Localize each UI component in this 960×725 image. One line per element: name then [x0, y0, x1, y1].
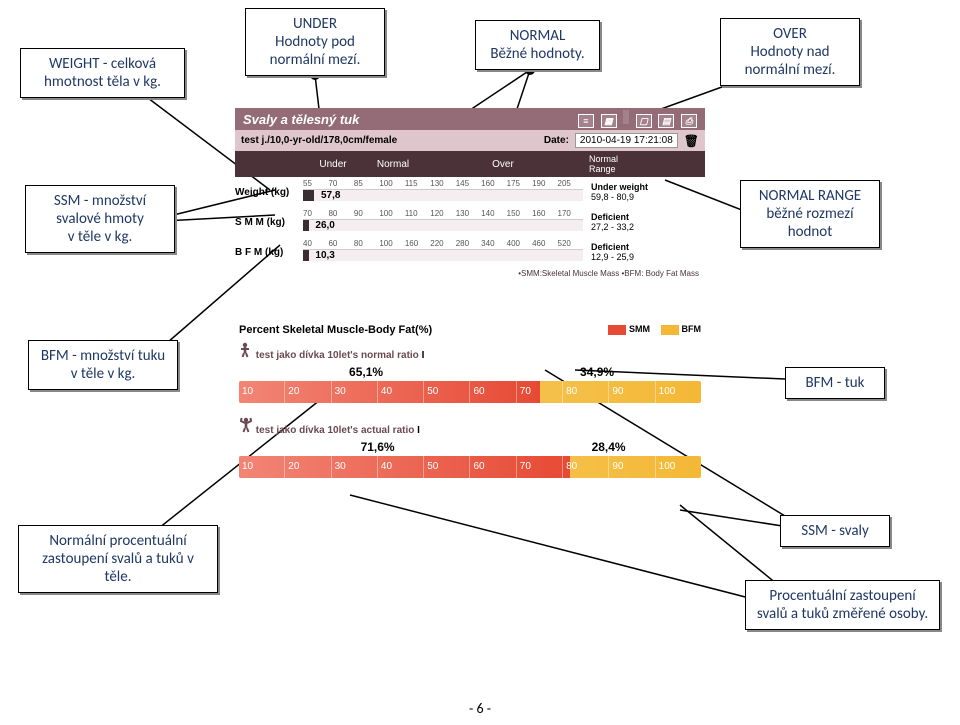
zone-normal: Normal — [363, 156, 423, 173]
pct-actual-label: test jako dívka 10let's actual ratio — [256, 425, 415, 436]
row-smm-range: 27,2 - 33,2 — [591, 222, 634, 232]
page-number: - 6 - — [0, 700, 960, 717]
pct-title: Percent Skeletal Muscle-Body Fat(%) SMM … — [235, 318, 705, 338]
footnote: •SMM:Skeletal Muscle Mass •BFM: Body Fat… — [235, 267, 705, 280]
row-weight-value: 57,8 — [317, 190, 340, 201]
callout-normal-range: NORMAL RANGE běžné rozmezí hodnot — [740, 180, 880, 248]
toolbar-icons: ≡ ▦ ▢ ▤ ⎙ — [575, 110, 697, 128]
table-icon[interactable]: ▤ — [658, 114, 674, 128]
print-icon[interactable]: ⎙ — [681, 114, 697, 128]
pct-actual-smm: 71,6% — [239, 440, 516, 454]
pct-normal-bar: 102030405060708090100 — [239, 381, 701, 403]
row-weight-range: 59,8 - 80,9 — [591, 192, 634, 202]
grid-icon[interactable]: ▦ — [601, 114, 617, 128]
pct-actual-block: test jako dívka 10let's actual ratio I 7… — [235, 413, 705, 488]
row-weight-status: Under weight — [591, 182, 703, 192]
date-label: Date: — [544, 135, 569, 146]
pct-normal-block: test jako dívka 10let's normal ratio I 6… — [235, 338, 705, 413]
row-bfm-label: B F M (kg) — [235, 239, 303, 258]
row-bfm-range: 12,9 - 25,9 — [591, 252, 634, 262]
callout-bfm-tuk: BFM - tuk — [785, 367, 885, 399]
callout-normal: NORMAL Běžné hodnoty. — [475, 20, 600, 70]
result-panel: Svaly a tělesný tuk ≡ ▦ ▢ ▤ ⎙ test j./10… — [235, 108, 705, 280]
subject-info: test j./10,0-yr-old/178,0cm/female — [241, 135, 397, 146]
row-bfm-value: 10,3 — [311, 250, 334, 261]
callout-ssm-svaly: SSM - svaly — [780, 515, 890, 547]
view-icon[interactable]: ≡ — [578, 114, 594, 128]
callout-actual-pct: Procentuální zastoupení svalů a tuků změ… — [745, 580, 940, 630]
callout-under: UNDER Hodnoty pod normální mezí. — [245, 8, 385, 76]
person-icon — [239, 342, 253, 361]
row-smm-label: S M M (kg) — [235, 209, 303, 228]
panel-title: Svaly a tělesný tuk — [243, 112, 359, 127]
row-weight: Weight (kg) 5570851001151301451601751902… — [235, 177, 705, 207]
pct-actual-bar: 102030405060708090100 — [239, 456, 701, 478]
row-bfm: B F M (kg) 40608010016022028034040046052… — [235, 237, 705, 267]
callout-ssm: SSM - množství svalové hmoty v těle v kg… — [25, 185, 175, 253]
row-smm-status: Deficient — [591, 212, 703, 222]
pct-actual-bfm: 28,4% — [516, 440, 701, 454]
trash-icon[interactable]: 🗑 — [684, 134, 699, 148]
panel-header: Svaly a tělesný tuk ≡ ▦ ▢ ▤ ⎙ — [235, 108, 705, 130]
pct-normal-bfm: 34,9% — [493, 365, 701, 379]
person-flex-icon — [239, 417, 253, 436]
date-value[interactable]: 2010-04-19 17:21:08 — [575, 133, 678, 148]
zone-under: Under — [303, 156, 363, 173]
panel-subheader: test j./10,0-yr-old/178,0cm/female Date:… — [235, 130, 705, 151]
row-weight-ticks: 557085100115130145160175190205 — [303, 179, 583, 188]
pct-normal-smm: 65,1% — [239, 365, 493, 379]
callout-bfm: BFM - množství tuku v těle v kg. — [28, 340, 178, 390]
row-weight-label: Weight (kg) — [235, 179, 303, 198]
row-bfm-status: Deficient — [591, 242, 703, 252]
row-smm-ticks: 708090100110120130140150160170 — [303, 209, 583, 218]
row-smm: S M M (kg) 70809010011012013014015016017… — [235, 207, 705, 237]
callout-normal-pct: Normální procentuální zastoupení svalů a… — [18, 525, 218, 593]
row-bfm-ticks: 406080100160220280340400460520 — [303, 239, 583, 248]
legend: SMM BFM — [600, 324, 701, 335]
callout-weight: WEIGHT - celková hmotnost těla v kg. — [20, 48, 185, 98]
zone-headers: Under Normal Over Normal Range — [235, 151, 705, 177]
pct-normal-label: test jako dívka 10let's normal ratio — [256, 350, 419, 361]
zone-over: Over — [423, 156, 583, 173]
row-smm-value: 26,0 — [311, 220, 334, 231]
callout-over: OVER Hodnoty nad normální mezí. — [720, 18, 860, 86]
zone-range: Normal Range — [583, 151, 703, 177]
zoom-icon[interactable]: ▢ — [636, 114, 652, 128]
